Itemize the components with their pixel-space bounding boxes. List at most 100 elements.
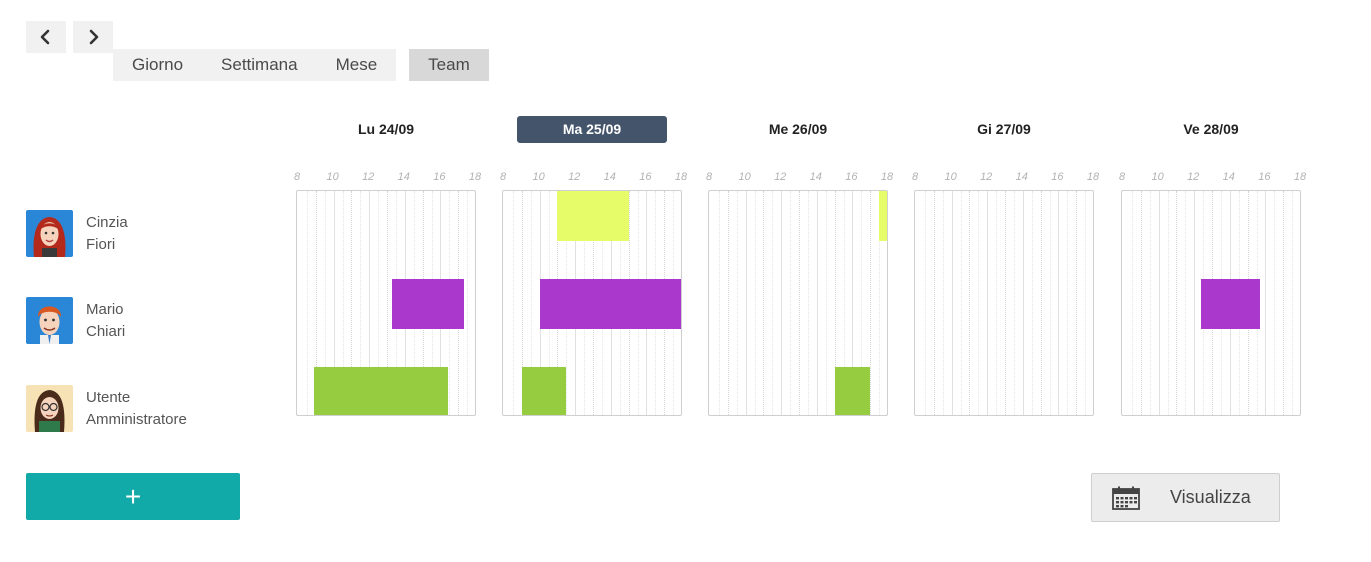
tab-giorno[interactable]: Giorno	[132, 55, 184, 74]
hour-gridline	[969, 191, 971, 415]
day-header-mon[interactable]: Lu 24/09	[357, 121, 415, 137]
hour-tick-label: 8	[293, 171, 301, 183]
half-hour-gridline	[306, 191, 308, 415]
half-hour-gridline	[378, 191, 380, 415]
half-hour-gridline	[790, 191, 792, 415]
half-hour-gridline	[1274, 191, 1276, 415]
half-hour-gridline	[1013, 191, 1015, 415]
person-last-name: Amministratore	[86, 410, 187, 428]
hour-tick-label: 16	[433, 171, 446, 183]
shift-bar[interactable]	[557, 191, 629, 241]
hour-tick-label: 16	[845, 171, 858, 183]
day-grid-mon[interactable]	[296, 190, 476, 416]
half-hour-gridline	[1085, 191, 1087, 415]
visualizza-label: Visualizza	[1170, 487, 1251, 507]
hour-gridline	[745, 191, 747, 415]
hour-tick-label: 10	[1151, 171, 1164, 183]
half-hour-gridline	[825, 191, 827, 415]
hour-tick-label: 10	[326, 171, 339, 183]
shift-bar[interactable]	[314, 367, 448, 415]
hour-tick-label: 14	[809, 171, 822, 183]
half-hour-gridline	[1131, 191, 1133, 415]
person-first-name: Utente	[86, 388, 131, 406]
half-hour-gridline	[1149, 191, 1151, 415]
hour-tick-label: 18	[1293, 171, 1307, 183]
shift-bar[interactable]	[392, 279, 464, 329]
tab-mese[interactable]: Mese	[335, 55, 378, 74]
hour-gridline	[870, 191, 872, 415]
hour-tick-label: 18	[880, 171, 894, 183]
day-header-fri[interactable]: Ve 28/09	[1183, 121, 1239, 137]
prev-week-button[interactable]	[26, 21, 66, 53]
person-name: Utente Amministratore	[86, 387, 187, 431]
day-header-thu[interactable]: Gi 27/09	[977, 121, 1031, 137]
half-hour-gridline	[1067, 191, 1069, 415]
hour-tick-label: 10	[944, 171, 957, 183]
hour-gridline	[521, 191, 523, 415]
hour-gridline	[369, 191, 371, 415]
hour-gridline	[315, 191, 317, 415]
hour-tick-label: 14	[603, 171, 616, 183]
hour-tick-label: 16	[639, 171, 652, 183]
person-row: Utente Amministratore	[26, 385, 187, 432]
half-hour-gridline	[718, 191, 720, 415]
shift-bar[interactable]	[834, 367, 871, 415]
hour-tick-label: 14	[1222, 171, 1235, 183]
chevron-left-icon	[40, 29, 50, 45]
hour-tick-label: 8	[1118, 171, 1126, 183]
person-row: Cinzia Fiori	[26, 210, 128, 257]
half-hour-gridline	[1167, 191, 1169, 415]
hour-gridline	[1076, 191, 1078, 415]
person-last-name: Chiari	[86, 322, 126, 340]
day-grid-wed[interactable]	[708, 190, 888, 416]
shift-bar[interactable]	[1201, 279, 1261, 329]
hour-gridline	[1283, 191, 1285, 415]
hour-gridline	[1158, 191, 1160, 415]
hour-tick-label: 12	[362, 171, 375, 183]
hour-gridline	[1176, 191, 1178, 415]
half-hour-gridline	[736, 191, 738, 415]
half-hour-gridline	[843, 191, 845, 415]
visualizza-button[interactable]: Visualizza	[1091, 473, 1280, 522]
half-hour-gridline	[1049, 191, 1051, 415]
day-grid-thu[interactable]	[914, 190, 1094, 416]
shift-bar[interactable]	[539, 279, 681, 329]
shift-bar[interactable]	[879, 191, 887, 241]
half-hour-gridline	[924, 191, 926, 415]
hour-tick-label: 10	[532, 171, 545, 183]
hour-tick-label: 10	[738, 171, 751, 183]
add-event-button[interactable]: +	[26, 473, 240, 520]
shift-bar[interactable]	[521, 367, 567, 415]
person-first-name: Cinzia	[86, 213, 128, 231]
hour-gridline	[1058, 191, 1060, 415]
half-hour-gridline	[1031, 191, 1033, 415]
hour-tick-label: 12	[980, 171, 993, 183]
half-hour-gridline	[772, 191, 774, 415]
half-hour-gridline	[754, 191, 756, 415]
day-grid-fri[interactable]	[1121, 190, 1301, 416]
half-hour-gridline	[324, 191, 326, 415]
person-name: Cinzia Fiori	[86, 212, 128, 256]
half-hour-gridline	[879, 191, 881, 415]
hour-gridline	[387, 191, 388, 415]
hour-gridline	[1022, 191, 1024, 415]
hour-tick-label: 12	[774, 171, 787, 183]
hour-tick-label: 8	[705, 171, 713, 183]
hour-tick-label: 18	[1086, 171, 1100, 183]
hour-gridline	[1040, 191, 1042, 415]
tab-team[interactable]: Team	[409, 49, 489, 81]
tab-settimana[interactable]: Settimana	[221, 55, 298, 74]
hour-gridline	[781, 191, 783, 415]
day-grid-tue[interactable]	[502, 190, 682, 416]
hour-tick-label: 16	[1051, 171, 1064, 183]
day-header-tue[interactable]: Ma 25/09	[517, 116, 667, 143]
hour-gridline	[852, 191, 854, 415]
chevron-right-icon	[89, 29, 99, 45]
hour-gridline	[816, 191, 818, 415]
avatar-glasses-woman	[26, 385, 73, 432]
next-week-button[interactable]	[73, 21, 113, 53]
day-header-wed[interactable]: Me 26/09	[768, 121, 828, 137]
half-hour-gridline	[1292, 191, 1294, 415]
hour-gridline	[799, 191, 800, 415]
half-hour-gridline	[342, 191, 344, 415]
